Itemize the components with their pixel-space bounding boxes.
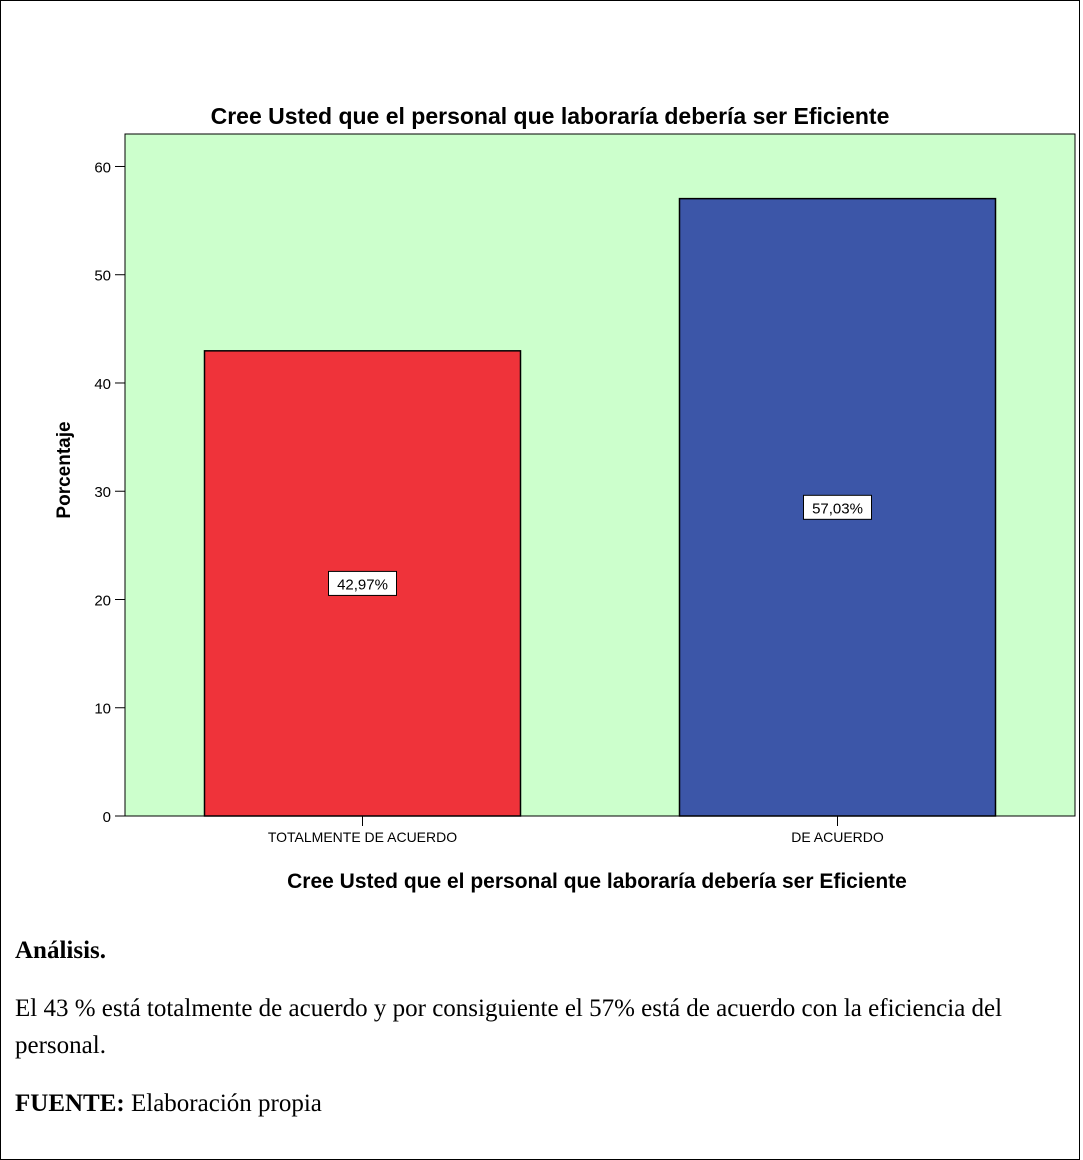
analysis-body: El 43 % está totalmente de acuerdo y por… — [15, 995, 1003, 1059]
x-axis-labels: TOTALMENTE DE ACUERDO DE ACUERDO — [268, 816, 884, 845]
y-axis-title: Porcentaje — [54, 421, 75, 518]
data-label: 57,03% — [812, 500, 863, 517]
x-tick-label: DE ACUERDO — [791, 829, 884, 845]
source-text: Elaboración propia — [124, 1090, 322, 1117]
chart-title: Cree Usted que el personal que laboraría… — [211, 103, 890, 129]
y-tick-label: 0 — [103, 809, 111, 826]
x-axis-title: Cree Usted que el personal que laboraría… — [287, 870, 907, 893]
y-axis-ticks: 0 10 20 30 40 50 60 — [94, 159, 125, 826]
data-label-box — [328, 570, 397, 596]
y-tick-label: 60 — [94, 159, 111, 176]
bar-chart: Cree Usted que el personal que laboraría… — [54, 103, 1076, 893]
x-tick-label: TOTALMENTE DE ACUERDO — [268, 829, 457, 845]
y-tick-label: 50 — [94, 268, 111, 285]
analysis-heading: Análisis. — [15, 937, 107, 964]
y-tick-label: 10 — [94, 701, 111, 718]
source-line: FUENTE: Elaboración propia — [15, 1090, 322, 1118]
data-label-box — [803, 494, 872, 520]
source-label: FUENTE: — [15, 1090, 125, 1117]
y-tick-label: 40 — [94, 376, 111, 393]
y-tick-label: 20 — [94, 592, 111, 609]
y-tick-label: 30 — [94, 484, 111, 501]
bars: 42,97% 57,03% — [203, 197, 997, 817]
data-label: 42,97% — [337, 576, 388, 593]
